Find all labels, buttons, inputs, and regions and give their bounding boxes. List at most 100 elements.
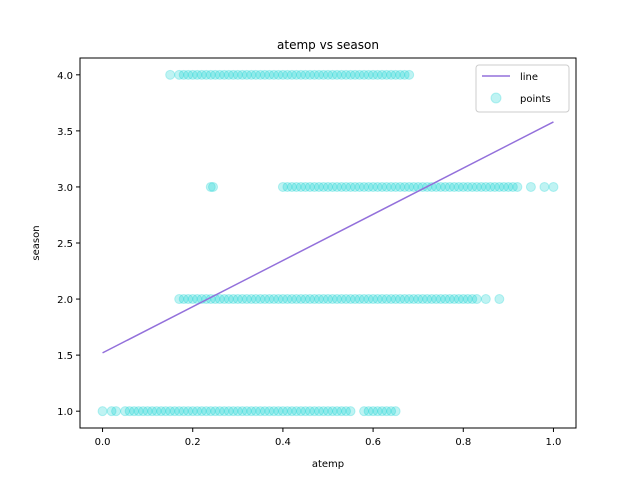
scatter-point bbox=[417, 294, 428, 305]
scatter-point bbox=[133, 406, 144, 417]
x-tick-label: 0.0 bbox=[95, 437, 111, 448]
scatter-point bbox=[223, 406, 234, 417]
scatter-point bbox=[237, 406, 248, 417]
scatter-point bbox=[295, 294, 306, 305]
scatter-point bbox=[345, 69, 356, 80]
scatter-point bbox=[282, 181, 293, 192]
scatter-point bbox=[372, 406, 383, 417]
scatter-point bbox=[111, 406, 122, 417]
scatter-point bbox=[286, 406, 297, 417]
legend: line points bbox=[475, 64, 570, 113]
scatter-point bbox=[404, 69, 415, 80]
scatter-point bbox=[264, 406, 275, 417]
scatter-point bbox=[377, 294, 388, 305]
scatter-point bbox=[304, 406, 315, 417]
scatter-point bbox=[512, 181, 523, 192]
scatter-point bbox=[341, 69, 352, 80]
scatter-point bbox=[264, 69, 275, 80]
scatter-point bbox=[147, 406, 158, 417]
scatter-point bbox=[196, 69, 207, 80]
scatter-point bbox=[350, 69, 361, 80]
scatter-point bbox=[467, 181, 478, 192]
scatter-point bbox=[313, 406, 324, 417]
scatter-point bbox=[336, 69, 347, 80]
scatter-point bbox=[480, 181, 491, 192]
legend-line-label: line bbox=[520, 72, 538, 83]
scatter-point bbox=[309, 294, 320, 305]
scatter-point bbox=[313, 294, 324, 305]
scatter-point bbox=[408, 181, 419, 192]
scatter-point bbox=[277, 294, 288, 305]
scatter-point bbox=[386, 181, 397, 192]
x-tick-label: 0.8 bbox=[455, 437, 471, 448]
scatter-point bbox=[359, 181, 370, 192]
scatter-point bbox=[219, 69, 230, 80]
scatter-point bbox=[381, 181, 392, 192]
scatter-point bbox=[368, 69, 379, 80]
scatter-point bbox=[291, 294, 302, 305]
scatter-point bbox=[309, 69, 320, 80]
scatter-point bbox=[214, 69, 225, 80]
scatter-point bbox=[286, 69, 297, 80]
scatter-point bbox=[354, 69, 365, 80]
scatter-point bbox=[480, 294, 491, 305]
scatter-point bbox=[277, 69, 288, 80]
scatter-point bbox=[241, 294, 252, 305]
scatter-point bbox=[395, 69, 406, 80]
scatter-point bbox=[462, 294, 473, 305]
scatter-point bbox=[336, 181, 347, 192]
scatter-point bbox=[363, 294, 374, 305]
scatter-point bbox=[381, 406, 392, 417]
scatter-point bbox=[124, 406, 135, 417]
scatter-point bbox=[282, 406, 293, 417]
chart-title: atemp vs season bbox=[277, 38, 379, 52]
scatter-point bbox=[440, 294, 451, 305]
scatter-point bbox=[219, 294, 230, 305]
scatter-point bbox=[309, 181, 320, 192]
scatter-point bbox=[323, 294, 333, 305]
scatter-point bbox=[368, 181, 379, 192]
legend-points-swatch bbox=[490, 92, 502, 104]
scatter-point bbox=[277, 181, 288, 192]
scatter-point bbox=[395, 294, 406, 305]
scatter-point bbox=[160, 406, 171, 417]
scatter-point bbox=[169, 406, 180, 417]
scatter-point bbox=[246, 294, 257, 305]
scatter-point bbox=[341, 181, 352, 192]
scatter-point bbox=[282, 294, 293, 305]
scatter-point bbox=[476, 181, 487, 192]
scatter-point bbox=[462, 181, 473, 192]
scatter-point bbox=[241, 69, 252, 80]
scatter-point bbox=[525, 181, 536, 192]
scatter-point bbox=[300, 181, 311, 192]
line-layer bbox=[102, 121, 554, 354]
scatter-point bbox=[192, 406, 203, 417]
scatter-point bbox=[106, 406, 117, 417]
legend-points-label: points bbox=[520, 94, 551, 105]
scatter-point bbox=[386, 406, 397, 417]
x-axis-label: atemp bbox=[312, 459, 344, 470]
scatter-point bbox=[471, 294, 482, 305]
scatter-point bbox=[494, 181, 505, 192]
x-axis-ticks: 0.0 0.2 0.4 0.6 0.8 1.0 bbox=[95, 428, 561, 448]
scatter-point bbox=[404, 181, 415, 192]
scatter-point bbox=[246, 69, 257, 80]
scatter-point bbox=[507, 181, 518, 192]
scatter-point bbox=[323, 69, 333, 80]
scatter-point bbox=[354, 294, 365, 305]
x-tick-label: 0.2 bbox=[185, 437, 201, 448]
scatter-point bbox=[165, 69, 176, 80]
scatter-point bbox=[268, 406, 279, 417]
scatter-point bbox=[318, 181, 329, 192]
scatter-point bbox=[273, 294, 284, 305]
y-tick-label: 3.5 bbox=[57, 127, 73, 138]
scatter-point bbox=[453, 181, 464, 192]
scatter-point bbox=[291, 69, 302, 80]
scatter-point bbox=[431, 294, 442, 305]
scatter-point bbox=[449, 294, 460, 305]
scatter-point bbox=[332, 406, 343, 417]
scatter-point bbox=[268, 294, 279, 305]
scatter-point bbox=[390, 294, 401, 305]
scatter-point bbox=[183, 69, 194, 80]
scatter-point bbox=[318, 69, 329, 80]
